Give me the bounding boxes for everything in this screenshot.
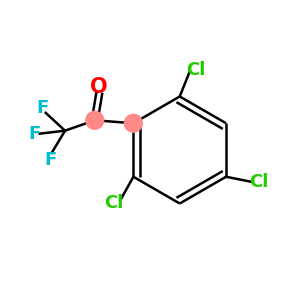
Text: F: F xyxy=(36,99,48,117)
Text: O: O xyxy=(90,77,108,97)
Text: Cl: Cl xyxy=(187,61,206,79)
Circle shape xyxy=(86,111,104,129)
Text: Cl: Cl xyxy=(249,173,268,191)
Text: Cl: Cl xyxy=(104,194,124,211)
Text: F: F xyxy=(44,151,56,169)
Circle shape xyxy=(124,114,142,132)
Text: F: F xyxy=(28,125,40,143)
